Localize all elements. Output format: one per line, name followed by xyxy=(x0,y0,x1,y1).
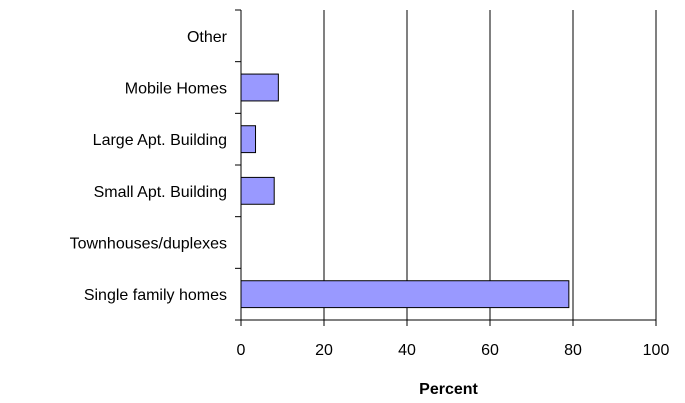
y-tick-label: Mobile Homes xyxy=(125,81,227,98)
x-axis-title: Percent xyxy=(419,381,478,398)
x-tick-label: 0 xyxy=(237,342,246,359)
axes xyxy=(235,9,657,326)
grid-lines xyxy=(323,10,657,320)
x-tick-label: 40 xyxy=(398,342,416,359)
bar xyxy=(240,73,279,102)
x-tick-label: 60 xyxy=(481,342,499,359)
x-tick-labels: 0 20 40 60 80 100 xyxy=(237,342,670,359)
y-tick-label: Large Apt. Building xyxy=(93,132,227,149)
bar xyxy=(240,125,257,154)
y-tick-label: Townhouses/duplexes xyxy=(70,236,227,253)
y-tick-label: Single family homes xyxy=(84,287,227,304)
bar xyxy=(240,280,570,309)
y-tick-label: Small Apt. Building xyxy=(94,184,227,201)
bars xyxy=(240,73,570,309)
y-tick-labels: Single family homes Townhouses/duplexes Sm… xyxy=(70,29,228,304)
x-tick-label: 80 xyxy=(564,342,582,359)
y-tick-label: Other xyxy=(187,29,228,46)
x-tick-label: 20 xyxy=(315,342,333,359)
x-tick-label: 100 xyxy=(643,342,670,359)
bar xyxy=(240,176,275,205)
